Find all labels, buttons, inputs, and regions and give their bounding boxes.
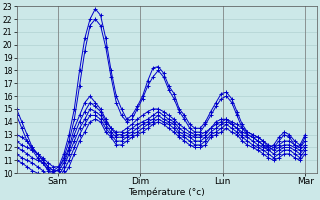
- X-axis label: Température (°c): Température (°c): [129, 188, 205, 197]
